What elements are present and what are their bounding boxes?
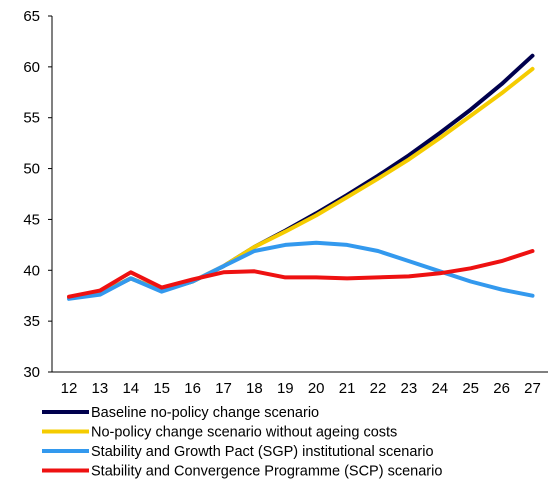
x-tick-label: 14 (122, 380, 139, 397)
series-line-2 (67, 66, 535, 300)
x-tick-label: 21 (339, 380, 356, 397)
y-tick-label: 35 (23, 313, 40, 330)
series-line-4 (67, 249, 535, 299)
x-tick-label: 27 (524, 380, 541, 397)
x-tick-label: 20 (308, 380, 325, 397)
x-tick-label: 22 (370, 380, 387, 397)
x-tick-label: 16 (184, 380, 201, 397)
x-tick-label: 18 (246, 380, 263, 397)
x-tick-label: 26 (493, 380, 510, 397)
chart-series (67, 53, 535, 301)
x-tick-label: 12 (61, 380, 78, 397)
x-tick-label: 24 (431, 380, 448, 397)
x-tick-label: 13 (92, 380, 109, 397)
series-line-1 (67, 53, 535, 300)
chart-legend: Baseline no-policy change scenario No-pol… (42, 405, 442, 480)
y-tick-label: 40 (23, 262, 40, 279)
y-tick-label: 45 (23, 211, 40, 228)
legend-label-3: Stability and Growth Pact (SGP) institut… (91, 444, 434, 460)
y-tick-label: 55 (23, 110, 40, 127)
y-tick-label: 50 (23, 161, 40, 178)
x-tick-label: 23 (401, 380, 418, 397)
x-tick-label: 19 (277, 380, 294, 397)
x-tick-label: 17 (215, 380, 232, 397)
y-axis-ticks: 30 35 40 45 50 55 60 65 (23, 8, 52, 381)
x-axis-ticks: 12 13 14 15 16 17 18 19 20 21 22 23 24 25 26 27 (61, 380, 541, 397)
chart-axes (51, 16, 548, 373)
y-tick-label: 60 (23, 59, 40, 76)
legend-label-2: No-policy change scenario without ageing… (91, 425, 397, 441)
y-tick-label: 30 (23, 364, 40, 381)
series-line-3 (67, 240, 535, 301)
x-tick-label: 15 (153, 380, 170, 397)
legend-label-4: Stability and Convergence Programme (SCP… (91, 464, 442, 480)
x-tick-label: 25 (462, 380, 479, 397)
y-tick-label: 65 (23, 8, 40, 25)
legend-label-1: Baseline no-policy change scenario (91, 405, 319, 421)
